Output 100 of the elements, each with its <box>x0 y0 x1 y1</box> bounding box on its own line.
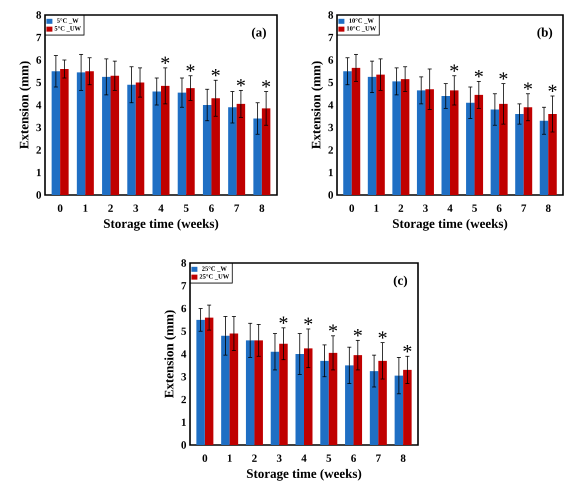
annotation: * <box>186 64 194 72</box>
x-tick-label: 4 <box>447 204 453 212</box>
x-tick-label: 0 <box>202 454 208 462</box>
y-tick-label: 0 <box>181 441 186 449</box>
bar <box>474 94 484 195</box>
annotation: * <box>161 56 170 64</box>
bar <box>230 334 238 445</box>
x-tick-label: 1 <box>374 204 378 212</box>
annotation: * <box>403 344 412 352</box>
y-tick-label: 6 <box>328 56 334 64</box>
x-tick-label: 1 <box>83 204 88 212</box>
bar <box>296 354 304 445</box>
bar <box>228 107 237 195</box>
bar <box>202 105 212 195</box>
y-tick-label: 1 <box>36 168 41 176</box>
y-tick-label: 7 <box>328 34 334 42</box>
annotation: (c) <box>394 276 408 288</box>
annotation: * <box>474 70 483 78</box>
bar <box>524 107 532 195</box>
y-tick-label: 6 <box>36 56 42 64</box>
y-tick-label: 3 <box>36 124 42 132</box>
y-tick-label: 5 <box>181 328 186 335</box>
x-tick-label: 1 <box>228 454 232 462</box>
bar <box>370 371 378 445</box>
bar <box>211 98 220 195</box>
bar <box>52 71 60 195</box>
annotation: * <box>354 329 362 336</box>
bar <box>343 71 352 195</box>
annotation: * <box>548 84 557 92</box>
bar <box>76 72 86 195</box>
y-tick-label: 2 <box>36 146 41 154</box>
y-tick-label: 8 <box>328 11 334 19</box>
x-tick-label: 6 <box>351 454 356 462</box>
bar <box>540 120 548 195</box>
bar <box>450 90 459 195</box>
bar <box>515 114 524 195</box>
bar <box>304 348 312 445</box>
bar <box>186 88 195 195</box>
y-tick-label: 8 <box>36 11 42 19</box>
y-tick-label: 3 <box>181 373 186 380</box>
x-tick-label: 2 <box>252 454 257 462</box>
y-tick-label: 2 <box>181 396 186 404</box>
bar <box>403 370 412 445</box>
y-tick-label: 5 <box>36 78 42 86</box>
bar <box>378 360 387 445</box>
x-tick-label: 3 <box>133 204 138 212</box>
annotation: * <box>279 316 288 324</box>
x-tick-label: 8 <box>259 204 264 212</box>
y-tick-label: 1 <box>182 418 186 426</box>
bar <box>354 355 362 445</box>
bar <box>490 110 500 195</box>
x-tick-label: 6 <box>496 204 502 212</box>
bar <box>425 89 434 195</box>
x-tick-label: 2 <box>398 204 404 212</box>
y-tick-label: 3 <box>328 124 334 132</box>
x-tick-label: 6 <box>209 204 214 212</box>
bar <box>253 118 262 195</box>
annotation: (b) <box>537 28 552 40</box>
x-tick-label: 5 <box>472 204 477 212</box>
bar <box>320 360 329 445</box>
x-tick-label: 7 <box>376 454 381 462</box>
annotation: * <box>378 331 387 339</box>
x-tick-label: 2 <box>108 204 113 212</box>
x-tick-label: 0 <box>349 204 354 212</box>
bar <box>254 340 263 445</box>
bar <box>178 92 186 195</box>
bar <box>345 365 354 445</box>
annotation: (a) <box>252 28 266 40</box>
annotation: * <box>450 64 458 72</box>
y-tick-label: 2 <box>328 146 333 154</box>
bar <box>136 82 144 195</box>
bar <box>236 104 246 195</box>
x-tick-label: 7 <box>522 204 526 212</box>
bar <box>548 114 557 195</box>
x-tick-label: 4 <box>158 204 164 212</box>
bar <box>400 79 410 195</box>
annotation: * <box>304 318 312 326</box>
bar <box>394 376 404 445</box>
x-tick-label: 8 <box>400 454 406 462</box>
annotation: * <box>262 80 270 88</box>
annotation: * <box>236 79 245 86</box>
y-tick-label: 4 <box>36 101 42 109</box>
bar <box>279 344 288 445</box>
y-tick-label: 4 <box>328 101 334 109</box>
bar <box>110 76 120 195</box>
annotation: * <box>499 72 508 80</box>
bar <box>270 352 280 445</box>
y-tick-label: 5 <box>328 78 334 86</box>
bar <box>376 74 385 195</box>
annotation: * <box>212 68 220 76</box>
bar <box>392 81 401 195</box>
x-tick-label: 8 <box>546 204 551 212</box>
y-tick-label: 0 <box>36 191 42 199</box>
x-axis-title: Storage time (weeks) <box>246 468 362 481</box>
y-tick-label: 1 <box>328 168 333 176</box>
y-tick-label: 6 <box>181 304 186 312</box>
bar <box>368 76 376 195</box>
bar <box>221 336 230 445</box>
bar <box>262 108 270 195</box>
bar <box>416 90 426 195</box>
